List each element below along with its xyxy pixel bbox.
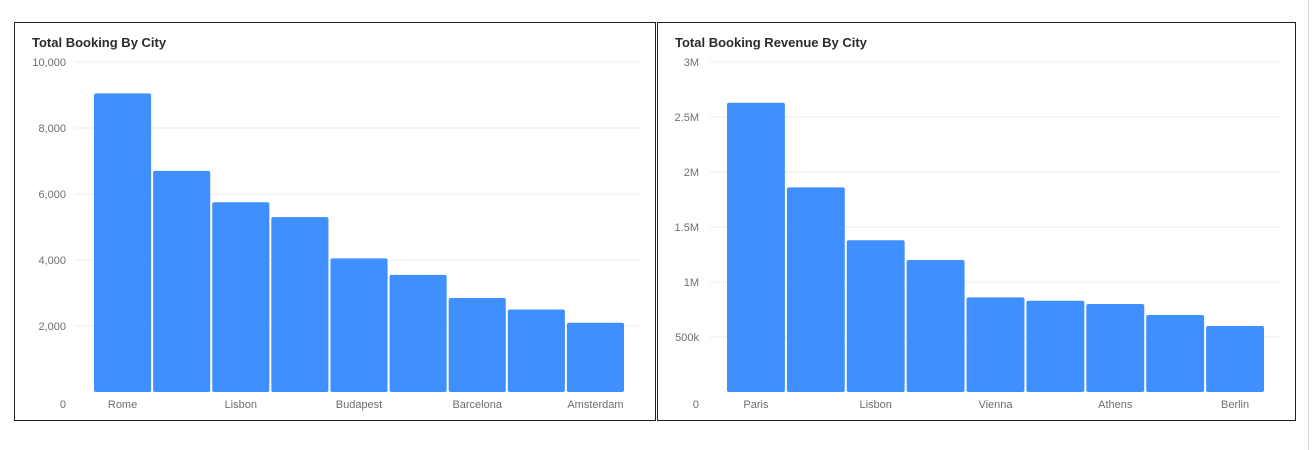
x-tick-label: Vienna xyxy=(978,399,1013,411)
x-tick-label: Amsterdam xyxy=(567,399,623,411)
y-tick-label: 8,000 xyxy=(38,123,66,135)
bar xyxy=(1206,326,1264,392)
y-tick-label: 1.5M xyxy=(675,222,699,234)
x-tick-label: Lisbon xyxy=(225,399,257,411)
bar xyxy=(566,322,624,392)
y-tick-label: 0 xyxy=(60,399,66,411)
bar xyxy=(271,217,329,392)
window-edge xyxy=(1308,0,1309,450)
y-tick-label: 1M xyxy=(684,277,699,289)
bar xyxy=(389,274,447,392)
x-tick-label: Budapest xyxy=(336,399,382,411)
bar xyxy=(448,297,506,392)
x-tick-label: Lisbon xyxy=(860,399,892,411)
bar-chart-bookings: 0 2,000 4,000 6,000 8,000 10,000 Rome Lisbon Bud… xyxy=(32,57,641,411)
bar xyxy=(507,309,565,392)
bar xyxy=(727,102,785,392)
y-tick-label: 4,000 xyxy=(38,255,66,267)
y-tick-label: 2M xyxy=(684,167,699,179)
y-tick-label: 3M xyxy=(684,57,699,69)
x-tick-label: Rome xyxy=(108,399,137,411)
x-tick-label: Berlin xyxy=(1221,399,1249,411)
bar xyxy=(1026,300,1085,392)
x-tick-label: Athens xyxy=(1098,399,1133,411)
bar-chart-revenue: 0 500k 1M 1.5M 2M 2.5M 3M Paris Lisbon Vienna Athe… xyxy=(675,57,1280,411)
chart-title: Total Booking By City xyxy=(32,35,167,50)
y-tick-label: 6,000 xyxy=(38,189,66,201)
y-tick-label: 2,000 xyxy=(38,321,66,333)
chart-panel-revenue: Total Booking Revenue By City 0 500k 1M 1.5… xyxy=(657,22,1296,421)
bar xyxy=(1086,304,1145,392)
x-tick-label: Barcelona xyxy=(452,399,502,411)
y-tick-label: 500k xyxy=(675,332,699,344)
bar xyxy=(1146,315,1205,392)
x-tick-label: Paris xyxy=(743,399,769,411)
y-tick-label: 2.5M xyxy=(675,112,699,124)
bar xyxy=(330,258,388,392)
bar xyxy=(786,187,845,392)
bar xyxy=(906,260,965,392)
bar xyxy=(846,240,905,392)
y-tick-label: 0 xyxy=(693,399,699,411)
bar xyxy=(212,202,270,392)
chart-title: Total Booking Revenue By City xyxy=(675,35,867,50)
chart-panel-bookings: Total Booking By City 0 2,000 4,000 6,000 8,… xyxy=(14,22,656,421)
bar xyxy=(153,170,211,392)
y-tick-label: 10,000 xyxy=(32,57,66,69)
bar xyxy=(94,93,152,392)
bar xyxy=(966,297,1025,392)
